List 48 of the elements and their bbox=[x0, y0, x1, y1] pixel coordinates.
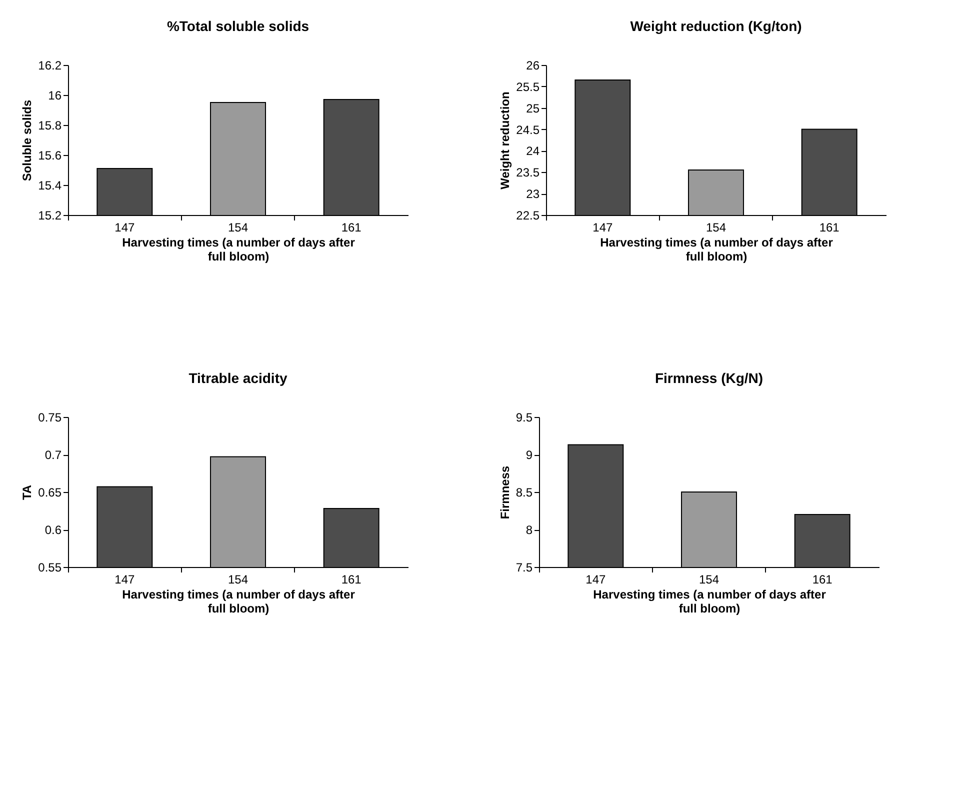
x-tick-label: 147 bbox=[114, 572, 135, 586]
y-axis-title: TA bbox=[20, 484, 34, 500]
x-tick-label: 161 bbox=[341, 572, 362, 586]
y-tick-label: 15.6 bbox=[38, 148, 62, 162]
x-tick-label: 154 bbox=[698, 572, 720, 586]
y-axis-title: Weight reduction bbox=[498, 92, 512, 190]
x-tick-label: 154 bbox=[706, 220, 726, 234]
x-tick-label: 147 bbox=[592, 220, 613, 234]
x-tick-label: 147 bbox=[114, 220, 135, 234]
y-tick-label: 25.5 bbox=[516, 80, 540, 94]
y-tick-label: 25 bbox=[526, 101, 540, 116]
x-tick-label: 154 bbox=[228, 220, 248, 234]
chart-title: Titrable acidity bbox=[188, 370, 288, 386]
y-tick-label: 23.5 bbox=[516, 166, 540, 180]
y-tick-label: 23 bbox=[526, 187, 540, 202]
x-axis-title: Harvesting times (a number of days after full bloom) bbox=[122, 588, 356, 616]
y-tick-label: 9 bbox=[526, 448, 533, 462]
chart-title: Weight reduction (Kg/ton) bbox=[630, 18, 802, 34]
y-tick-label: 0.55 bbox=[38, 560, 62, 574]
y-axis-title: Soluble solids bbox=[20, 100, 34, 182]
y-tick-label: 26 bbox=[526, 58, 540, 72]
y-tick-label: 16.2 bbox=[38, 58, 62, 72]
y-tick-label: 0.6 bbox=[44, 523, 62, 537]
chart-title: %Total soluble solids bbox=[166, 18, 310, 34]
y-tick-label: 24 bbox=[526, 144, 540, 158]
x-tick-label: 161 bbox=[812, 572, 833, 586]
y-tick-label: 0.7 bbox=[44, 448, 62, 462]
y-tick-label: 16 bbox=[48, 88, 62, 102]
x-axis-title: Harvesting times (a number of days after full bloom) bbox=[593, 588, 826, 616]
x-tick-label: 161 bbox=[341, 220, 362, 234]
y-tick-label: 15.4 bbox=[38, 178, 62, 192]
y-tick-label: 0.75 bbox=[38, 410, 62, 424]
chart-title: Firmness (Kg/N) bbox=[654, 370, 764, 386]
x-tick-label: 154 bbox=[228, 572, 248, 586]
y-tick-label: 9.5 bbox=[516, 410, 533, 424]
y-tick-label: 0.65 bbox=[38, 486, 62, 500]
y-tick-label: 7.5 bbox=[516, 560, 533, 574]
x-axis-title: Harvesting times (a number of days after full bloom) bbox=[122, 236, 356, 264]
y-tick-label: 8 bbox=[526, 523, 533, 537]
x-tick-label: 161 bbox=[819, 220, 840, 234]
x-axis-title: Harvesting times (a number of days after full bloom) bbox=[600, 236, 834, 264]
x-tick-label: 147 bbox=[586, 572, 606, 586]
y-tick-label: 22.5 bbox=[516, 208, 540, 222]
y-axis-title: Firmness bbox=[498, 466, 512, 520]
y-tick-label: 24.5 bbox=[516, 122, 540, 137]
y-tick-label: 8.5 bbox=[516, 486, 533, 500]
y-tick-label: 15.8 bbox=[38, 118, 62, 132]
y-tick-label: 15.2 bbox=[38, 208, 62, 222]
